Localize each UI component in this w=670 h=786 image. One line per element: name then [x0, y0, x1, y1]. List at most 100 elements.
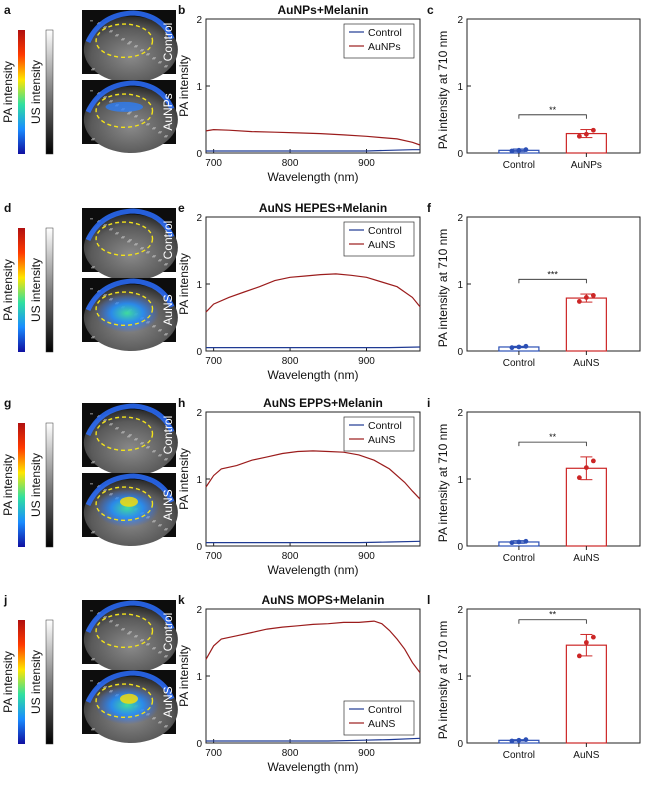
pa-colorbar [18, 620, 25, 744]
speckle [121, 39, 124, 41]
speckle [127, 436, 130, 438]
speckle [128, 632, 131, 634]
speckle [115, 35, 118, 37]
data-point [590, 127, 596, 133]
data-point [583, 131, 589, 137]
speckle [164, 656, 167, 658]
tumor-outline [95, 613, 154, 649]
speckle [153, 57, 156, 59]
speckle [158, 132, 161, 134]
panel-letter: l [427, 593, 430, 607]
speckle [91, 659, 94, 661]
speckle [153, 325, 156, 327]
chart-title: AuNS MOPS+Melanin [261, 593, 384, 607]
pa-colorbar-label: PA intensity [1, 61, 15, 123]
speckle [104, 616, 107, 618]
legend-box [343, 23, 415, 59]
bar-chart: c 0 1 2 PA intensity at 710 nm Control AuNPs ** [427, 3, 641, 171]
ultrasound-image-control: Control [82, 600, 178, 673]
data-point [576, 133, 582, 139]
significance-bracket [518, 619, 587, 624]
pa-rim [85, 10, 175, 44]
y-tick-label: 1 [457, 475, 463, 486]
x-axis-label: Wavelength (nm) [268, 368, 359, 382]
y-tick-label: 0 [196, 149, 202, 160]
speckle [165, 725, 168, 727]
pa-rim [85, 600, 175, 634]
x-tick-label: 700 [205, 356, 222, 367]
colorbar-group: g PA intensity US intensity [1, 396, 54, 548]
data-point [590, 634, 596, 640]
pa-rim [85, 278, 175, 312]
panel-letter: h [178, 396, 185, 410]
speckle [128, 112, 131, 114]
speckle [141, 119, 144, 121]
speckle [104, 419, 107, 421]
speckle [122, 38, 125, 40]
image-label: AuNS [161, 294, 175, 325]
image-label: AuNPs [161, 93, 175, 130]
speckle [159, 524, 162, 526]
x-tick-label: 800 [282, 158, 299, 169]
speckle [103, 490, 106, 492]
speckle [140, 120, 143, 122]
speckle [90, 610, 93, 612]
speckle [135, 635, 138, 637]
panel-letter: k [178, 593, 185, 607]
ultrasound-image-treated: AuNS [82, 278, 178, 351]
y-axis-label: PA intensity at 710 nm [436, 31, 450, 150]
x-tick-label: 700 [205, 748, 222, 759]
data-point [583, 640, 589, 645]
speckle [159, 61, 162, 63]
speckle [128, 42, 131, 44]
speckle [158, 330, 161, 332]
tumor-outline [95, 416, 154, 452]
speckle [165, 655, 168, 657]
ultrasound-image-treated: AuNPs [82, 80, 178, 153]
bar-auns [565, 467, 607, 547]
speckle [104, 489, 107, 491]
speckle [92, 658, 95, 660]
image-label: Control [161, 23, 175, 62]
series-line-auns [205, 273, 421, 313]
speckle [135, 438, 138, 440]
data-point [576, 475, 582, 481]
speckle [103, 225, 106, 227]
legend-box [343, 700, 415, 736]
colorbar-group: a PA intensity US intensity [1, 3, 54, 155]
y-tick-label: 2 [457, 605, 463, 616]
speckle [164, 726, 167, 728]
data-point [523, 147, 529, 153]
x-tick-label: 800 [282, 748, 299, 759]
pa-rim [85, 80, 175, 114]
speckle [92, 461, 95, 463]
y-tick-label: 2 [457, 408, 463, 419]
ultrasound-image-control: Control [82, 208, 178, 281]
speckle [152, 326, 155, 328]
y-tick-label: 2 [457, 213, 463, 224]
speckle [90, 680, 93, 682]
bar-auns [565, 297, 607, 352]
speckle [165, 65, 168, 67]
data-point [523, 538, 529, 544]
speckle [141, 247, 144, 249]
line-chart: e AuNS HEPES+Melanin 0 1 2 700 800 900Wavelengt… [177, 201, 421, 382]
series-line-auns [205, 450, 421, 500]
x-tick-label: Control [503, 160, 535, 171]
speckle [116, 34, 119, 36]
tissue-region [83, 409, 178, 476]
speckle [121, 237, 124, 239]
tissue-region [83, 606, 178, 673]
speckle [115, 428, 118, 430]
speckle [91, 267, 94, 269]
speckle [104, 224, 107, 226]
data-point [509, 540, 515, 546]
speckle [152, 256, 155, 258]
y-tick-label: 0 [196, 347, 202, 358]
x-tick-label: 700 [205, 551, 222, 562]
panel-letter: f [427, 201, 432, 215]
speckle [153, 520, 156, 522]
y-tick-label: 2 [196, 408, 202, 419]
significance-bracket [518, 278, 587, 284]
pa-colorbar-label: PA intensity [1, 259, 15, 321]
